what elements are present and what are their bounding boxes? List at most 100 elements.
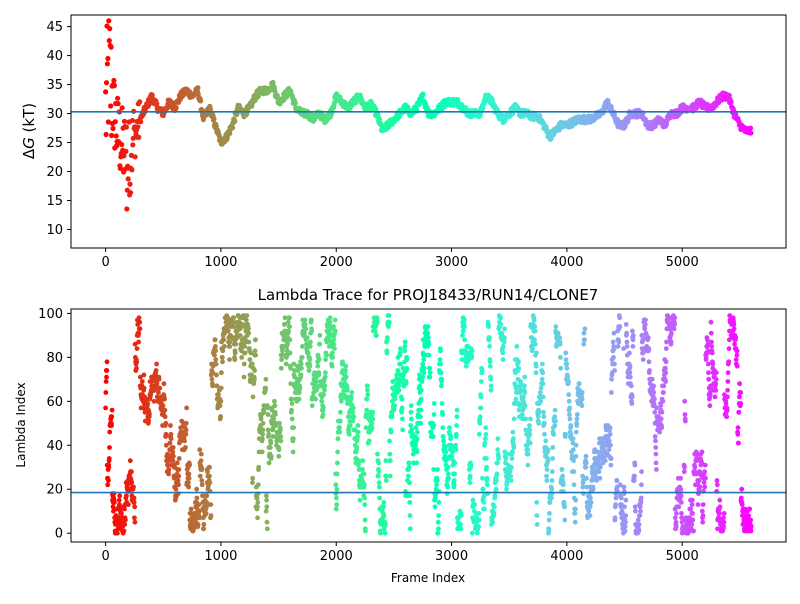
lambda-point <box>617 315 623 321</box>
lambda-point <box>198 451 204 457</box>
lambda-point <box>400 427 406 433</box>
lambda-point <box>540 370 546 376</box>
lambda-point <box>477 414 483 420</box>
lambda-point <box>510 449 515 455</box>
delta-g-point <box>154 101 160 107</box>
lambda-point <box>721 524 727 529</box>
lambda-point <box>165 462 171 468</box>
lambda-point <box>362 495 367 501</box>
lambda-point <box>162 414 168 420</box>
lambda-point <box>242 350 248 356</box>
lambda-point <box>156 390 161 395</box>
lambda-point <box>570 436 576 442</box>
lambda-point <box>622 528 628 534</box>
delta-g-point <box>125 176 131 182</box>
delta-g-point <box>748 130 754 136</box>
lambda-point <box>151 398 157 404</box>
lambda-point <box>307 344 313 349</box>
lambda-point <box>627 374 633 380</box>
lambda-point <box>278 427 283 433</box>
lambda-point <box>249 361 255 367</box>
delta-g-point <box>108 103 114 109</box>
lambda-point <box>643 317 648 323</box>
lambda-point <box>252 348 258 354</box>
lambda-point <box>168 431 174 437</box>
lambda-point <box>534 350 539 356</box>
lambda-point <box>116 497 122 503</box>
lambda-point <box>266 431 272 437</box>
lambda-point <box>362 502 368 507</box>
lambda-point <box>418 420 424 426</box>
lambda-point <box>713 387 719 393</box>
lambda-point <box>495 460 500 466</box>
lambda-point <box>739 502 745 507</box>
lambda-point <box>500 344 506 349</box>
delta-g-point <box>111 77 117 84</box>
lambda-point <box>616 339 622 345</box>
lambda-point <box>317 341 322 347</box>
lambda-point <box>282 322 287 327</box>
lambda-point <box>168 423 173 428</box>
lambda-point <box>402 339 408 345</box>
lambda-point <box>504 486 509 492</box>
lambda-point <box>258 416 264 422</box>
lambda-point <box>724 414 730 420</box>
lambda-point <box>639 482 644 488</box>
lambda-point <box>218 414 224 420</box>
lambda-point <box>567 416 573 422</box>
delta-g-point <box>105 119 111 125</box>
lambda-point <box>338 409 343 415</box>
lambda-point <box>295 368 301 373</box>
lambda-point <box>474 530 480 536</box>
lambda-point <box>460 328 466 334</box>
lambda-point <box>397 350 403 356</box>
lambda-point <box>491 511 497 516</box>
lambda-point <box>651 383 656 389</box>
lambda-point <box>540 381 546 387</box>
lambda-point <box>467 480 473 486</box>
lambda-point <box>566 398 572 404</box>
lambda-point <box>425 330 431 336</box>
lambda-point <box>107 445 112 450</box>
lambda-point <box>288 381 294 387</box>
lambda-point <box>460 333 465 338</box>
lambda-point <box>582 337 587 343</box>
delta-g-point <box>136 134 142 140</box>
lambda-point <box>652 409 658 415</box>
lambda-point <box>396 387 402 393</box>
lambda-point <box>204 504 209 510</box>
lambda-point <box>239 355 245 360</box>
lambda-point <box>547 500 553 505</box>
lambda-point <box>167 440 173 446</box>
lambda-point <box>454 407 460 413</box>
lambda-point <box>398 346 403 351</box>
lambda-point <box>689 502 695 507</box>
lambda-point <box>441 438 446 444</box>
lambda-point <box>273 412 278 417</box>
lambda-point <box>151 387 157 393</box>
lambda-point <box>571 469 577 475</box>
lambda-point <box>230 319 236 325</box>
lambda-x-axis-label: Frame Index <box>391 571 465 585</box>
lambda-point <box>717 497 723 503</box>
lambda-point <box>446 475 451 481</box>
lambda-point <box>699 449 705 455</box>
lambda-point <box>183 445 188 450</box>
delta-g-point <box>123 124 129 130</box>
lambda-point <box>476 511 482 516</box>
lambda-point <box>109 407 115 413</box>
lambda-point <box>227 344 233 349</box>
lambda-point <box>652 434 658 439</box>
lambda-point <box>256 464 262 470</box>
lambda-point <box>267 445 273 450</box>
lambda-point <box>623 322 629 327</box>
lambda-point <box>682 464 687 470</box>
delta-g-point <box>211 116 217 122</box>
lambda-point <box>331 341 337 347</box>
x-tick-label: 3000 <box>435 549 468 564</box>
lambda-point <box>546 528 552 534</box>
lambda-point <box>469 530 475 536</box>
lambda-point <box>388 458 393 464</box>
lambda-point <box>558 355 563 360</box>
lambda-point <box>304 335 310 340</box>
